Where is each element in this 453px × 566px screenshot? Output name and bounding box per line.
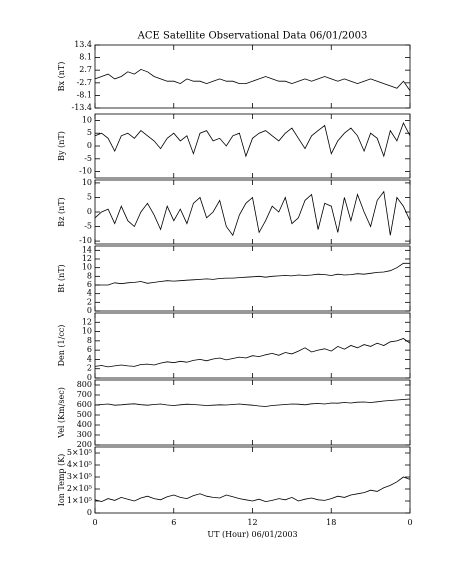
data-line <box>95 262 410 286</box>
panel-frame <box>94 179 411 245</box>
y-tick-label: 0 <box>87 373 92 382</box>
y-tick-label: -5 <box>84 222 92 231</box>
y-tick-label: 4×10⁵ <box>67 460 92 469</box>
y-tick-label: 5 <box>87 128 92 137</box>
y-tick-label: 700 <box>77 390 92 399</box>
y-tick-label: 2.7 <box>79 65 92 74</box>
y-tick-label: 300 <box>77 430 92 439</box>
y-tick-label: -8.1 <box>77 91 92 100</box>
y-tick-label: 400 <box>77 420 92 429</box>
y-tick-label: 0 <box>87 207 92 216</box>
x-tick-label: 18 <box>326 518 336 527</box>
y-tick-label: 4 <box>87 289 92 298</box>
y-tick-label: 3×10⁵ <box>67 472 92 481</box>
y-tick-label: -10 <box>79 236 92 245</box>
x-tick-label: 12 <box>247 518 257 527</box>
y-tick-label: 8 <box>87 271 92 280</box>
data-line <box>94 122 411 158</box>
y-tick-label: 10 <box>82 115 92 124</box>
y-tick-label: 5 <box>87 192 92 201</box>
y-axis-label: Bz (nT) <box>57 197 66 226</box>
y-tick-label: 8 <box>87 336 92 345</box>
y-tick-label: -5 <box>84 154 92 163</box>
data-line <box>94 190 411 237</box>
data-line <box>94 68 411 91</box>
data-line <box>94 338 411 368</box>
y-tick-label: 0 <box>87 508 92 517</box>
panel-frame <box>94 113 411 179</box>
y-tick-label: 10 <box>82 263 92 272</box>
panel-frame <box>94 44 411 109</box>
y-tick-label: 0 <box>87 141 92 150</box>
y-tick-label: 4 <box>87 354 92 363</box>
y-tick-label: 200 <box>77 440 92 449</box>
panel-frame <box>94 446 411 514</box>
y-axis-label: Bt (nT) <box>57 264 66 292</box>
x-tick-label: 0 <box>92 518 97 527</box>
y-tick-label: 6 <box>87 345 92 354</box>
y-axis-label: Den (1/cc) <box>57 325 66 367</box>
y-tick-label: 6 <box>87 280 92 289</box>
y-tick-label: 2 <box>87 364 92 373</box>
data-line <box>94 398 411 407</box>
y-tick-label: 1×10⁵ <box>67 496 92 505</box>
y-tick-label: 2 <box>87 297 92 306</box>
y-tick-label: 0 <box>87 306 92 315</box>
panel-frame <box>94 379 411 446</box>
y-axis-label: Bx (nT) <box>57 62 66 92</box>
y-axis-label: By (nT) <box>57 131 66 161</box>
y-axis-label: Ion Temp (K) <box>57 454 66 507</box>
x-tick-label: 6 <box>171 518 176 527</box>
y-tick-label: 500 <box>77 410 92 419</box>
data-line <box>94 476 411 503</box>
x-axis-label: UT (Hour) 06/01/2003 <box>207 530 297 539</box>
y-tick-label: 8.1 <box>79 52 92 61</box>
y-tick-label: 10 <box>82 327 92 336</box>
y-tick-label: 800 <box>77 380 92 389</box>
y-tick-label: 10 <box>82 178 92 187</box>
y-tick-label: 12 <box>82 317 92 326</box>
y-tick-label: 14 <box>82 245 92 254</box>
y-axis-label: Vel (Km/sec) <box>57 387 66 439</box>
panel-frame <box>94 245 411 312</box>
y-tick-label: -2.7 <box>77 78 92 87</box>
y-tick-label: -13.4 <box>71 103 92 112</box>
chart-title: ACE Satellite Observational Data 06/01/2… <box>137 31 368 42</box>
y-tick-label: 2×10⁵ <box>67 484 92 493</box>
x-tick-label: 0 <box>407 518 412 527</box>
y-tick-label: 12 <box>82 254 92 263</box>
y-tick-label: 5×10⁵ <box>67 448 92 457</box>
y-tick-label: 600 <box>77 400 92 409</box>
y-tick-label: 13.4 <box>74 40 92 49</box>
y-tick-label: -10 <box>79 167 92 176</box>
